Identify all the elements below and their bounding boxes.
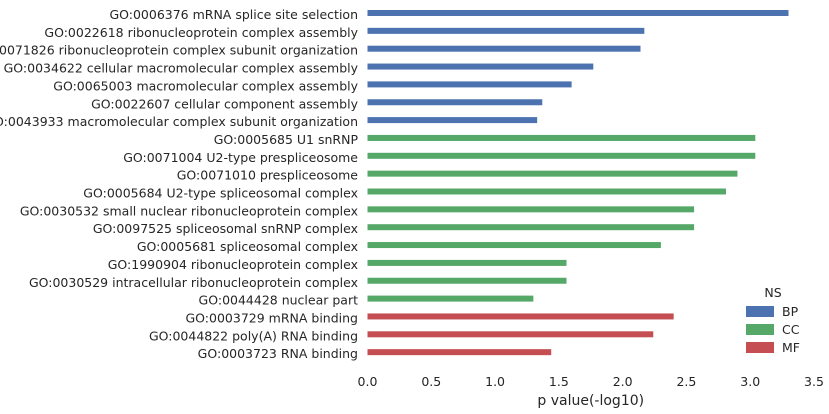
category-label: GO:0071004 U2-type prespliceosome [123, 150, 358, 165]
legend: NS BP CC MF [746, 285, 800, 355]
category-labels: GO:0006376 mRNA splice site selection GO:… [0, 7, 359, 361]
category-label: GO:0044822 poly(A) RNA binding [149, 328, 358, 343]
bar-cc [367, 242, 661, 249]
legend-swatch-mf [746, 342, 774, 353]
category-label: GO:0043933 macromolecular complex subuni… [0, 114, 358, 129]
category-label: GO:0022607 cellular component assembly [91, 96, 358, 111]
category-label: GO:0034622 cellular macromolecular compl… [4, 61, 359, 76]
x-axis-title: p value(-log10) [537, 393, 644, 409]
bar-bp [367, 117, 538, 124]
bar-bp [367, 63, 594, 70]
x-tick-label: 0.0 [358, 374, 378, 389]
legend-label-bp: BP [782, 304, 799, 319]
bar-mf [367, 349, 552, 356]
x-tick-label: 1.0 [485, 374, 505, 389]
x-tick-label: 0.5 [421, 374, 441, 389]
bar-cc [367, 259, 567, 266]
bar-cc [367, 152, 756, 159]
x-tick-label: 2.5 [676, 374, 696, 389]
bar-cc [367, 170, 738, 177]
category-label: GO:0030529 intracellular ribonucleoprote… [29, 275, 358, 290]
legend-label-cc: CC [782, 322, 800, 337]
x-axis-ticks: 0.0 0.5 1.0 1.5 2.0 2.5 3.0 3.5 [358, 374, 824, 389]
category-label: GO:0006376 mRNA splice site selection [109, 7, 358, 22]
category-label: GO:0071010 prespliceosome [177, 168, 359, 183]
bar-cc [367, 295, 534, 302]
category-label: GO:0097525 spliceosomal snRNP complex [93, 221, 358, 236]
bar-cc [367, 134, 756, 141]
x-tick-label: 3.0 [740, 374, 760, 389]
bar-mf [367, 313, 674, 320]
bar-bp [367, 10, 789, 16]
bar-bp [367, 81, 572, 88]
category-label: GO:0005681 spliceosomal complex [137, 239, 358, 254]
legend-title: NS [764, 285, 781, 300]
bar-cc [367, 188, 726, 195]
category-label: GO:0065003 macromolecular complex assemb… [53, 78, 358, 93]
x-tick-label: 3.5 [804, 374, 824, 389]
bar-bp [367, 27, 645, 34]
category-label: GO:0030532 small nuclear ribonucleoprote… [20, 203, 358, 218]
category-label: GO:0071826 ribonucleoprotein complex sub… [0, 43, 358, 58]
category-label: GO:1990904 ribonucleoprotein complex [108, 257, 358, 272]
category-label: GO:0044428 nuclear part [199, 293, 359, 308]
category-label: GO:0003729 mRNA binding [186, 310, 359, 325]
bar-mf [367, 331, 654, 338]
x-tick-label: 1.5 [549, 374, 569, 389]
bars-group [367, 10, 789, 356]
category-label: GO:0005685 U1 snRNP [214, 132, 359, 147]
bar-cc [367, 277, 567, 284]
legend-swatch-bp [746, 306, 774, 317]
bar-cc [367, 206, 695, 213]
legend-label-mf: MF [782, 340, 800, 355]
x-tick-label: 2.0 [613, 374, 633, 389]
legend-swatch-cc [746, 324, 774, 335]
category-label: GO:0022618 ribonucleoprotein complex ass… [44, 25, 358, 40]
category-label: GO:0005684 U2-type spliceosomal complex [83, 186, 358, 201]
bar-cc [367, 224, 695, 231]
category-label: GO:0003723 RNA binding [198, 346, 358, 361]
bar-bp [367, 45, 641, 52]
bar-bp [367, 99, 543, 106]
